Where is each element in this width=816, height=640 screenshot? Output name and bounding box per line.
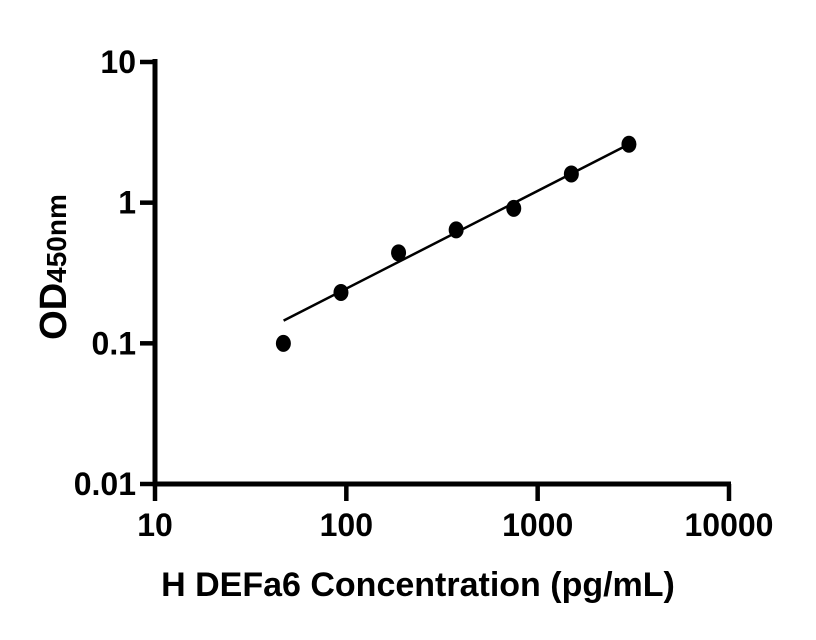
data-point (448, 221, 464, 239)
y-axis-title-main: OD (33, 283, 75, 340)
data-point (563, 165, 579, 183)
x-axis-title: H DEFa6 Concentration (pg/mL) (161, 566, 675, 604)
y-tick-label: 10 (100, 44, 136, 80)
x-tick-label: 100 (320, 507, 373, 543)
data-point (333, 283, 349, 301)
data-point (506, 199, 522, 217)
data-point (391, 244, 407, 262)
x-tick-label: 1000 (502, 507, 573, 543)
y-tick-label: 1 (118, 185, 136, 221)
y-tick-label: 0.1 (92, 325, 136, 361)
y-tick-label: 0.01 (74, 466, 136, 502)
data-point (621, 135, 637, 153)
data-layer (275, 135, 637, 352)
x-tick-label: 10 (137, 507, 173, 543)
data-point (275, 334, 291, 352)
y-axis-title: OD450nm (33, 194, 75, 340)
x-tick-label: 10000 (684, 507, 773, 543)
y-axis-title-sub: 450nm (41, 194, 72, 283)
